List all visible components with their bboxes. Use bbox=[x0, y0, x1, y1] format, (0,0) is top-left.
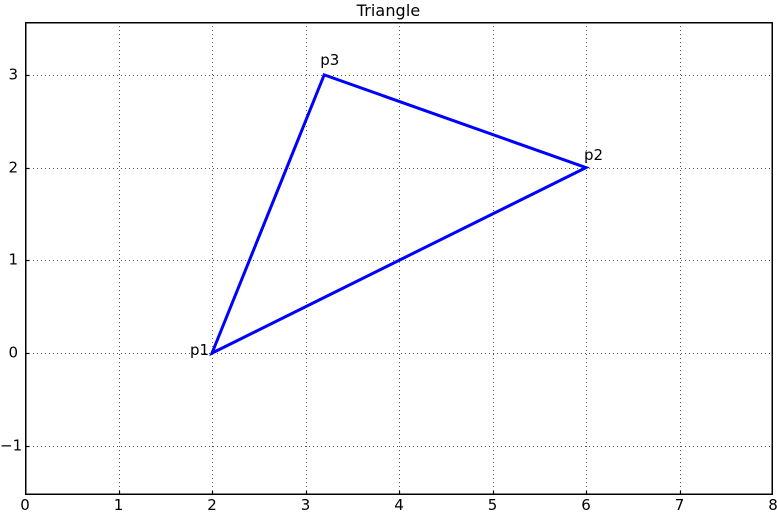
point-label-p3: p3 bbox=[320, 50, 340, 69]
y-tick-label: 2 bbox=[8, 158, 18, 177]
x-tick-label: 5 bbox=[487, 496, 498, 514]
x-tick-label: 8 bbox=[768, 496, 777, 514]
x-tick-label: 0 bbox=[20, 496, 30, 514]
axes-frame bbox=[25, 22, 773, 495]
x-tick-label: 1 bbox=[113, 496, 124, 514]
point-label-p2: p2 bbox=[584, 145, 604, 164]
x-tick-label: 7 bbox=[674, 496, 685, 514]
x-tick-label: 3 bbox=[300, 496, 311, 514]
x-tick-label: 4 bbox=[394, 496, 404, 514]
gridlines bbox=[25, 22, 773, 495]
y-tick-label: −1 bbox=[0, 436, 23, 455]
x-tick-label: 2 bbox=[207, 496, 217, 514]
y-tick-label: 0 bbox=[8, 343, 18, 362]
plot-svg bbox=[25, 22, 773, 495]
triangle-outline bbox=[209, 72, 590, 357]
y-tick-label: 1 bbox=[8, 250, 18, 269]
chart-title: Triangle bbox=[356, 1, 421, 20]
x-tick-label: 6 bbox=[581, 496, 591, 514]
point-label-p1: p1 bbox=[190, 341, 210, 360]
plot-area bbox=[25, 22, 773, 495]
series-triangle-outline bbox=[209, 72, 590, 357]
y-tick-label: 3 bbox=[8, 65, 18, 84]
